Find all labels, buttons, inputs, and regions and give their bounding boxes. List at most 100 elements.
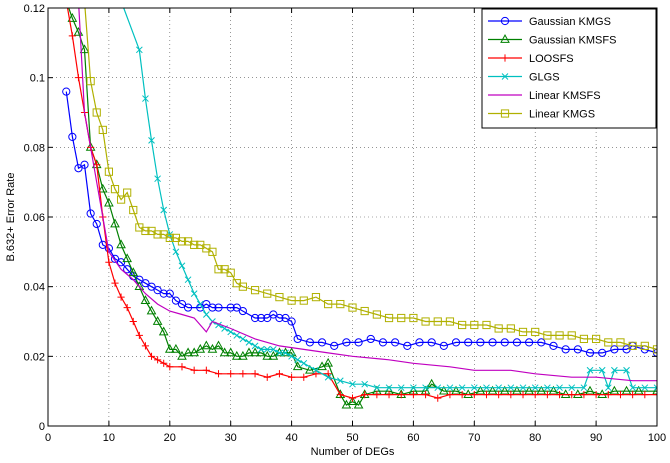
data-point-gaussian-kmgs xyxy=(238,306,247,316)
data-point-loosfs xyxy=(178,363,186,371)
data-point-glgs xyxy=(142,95,149,102)
y-tick-label: 0.04 xyxy=(24,282,45,294)
data-point-gaussian-kmgs xyxy=(116,258,126,267)
data-point-gaussian-kmgs xyxy=(439,341,448,350)
series-layer xyxy=(62,8,657,409)
data-point-loosfs xyxy=(166,363,174,371)
data-point-loosfs xyxy=(214,370,223,378)
data-point-glgs xyxy=(233,332,241,339)
data-point-loosfs xyxy=(74,74,83,82)
data-point-gaussian-kmsfs xyxy=(231,350,242,360)
data-point-glgs xyxy=(361,380,369,388)
data-point-linear-kmgs xyxy=(421,317,430,326)
data-point-loosfs xyxy=(409,391,417,399)
x-tick-label: 0 xyxy=(45,432,51,444)
data-point-linear-kmgs xyxy=(348,303,357,312)
data-point-loosfs xyxy=(495,391,503,399)
data-point-gaussian-kmsfs xyxy=(146,305,157,315)
data-point-glgs xyxy=(641,384,649,392)
data-point-gaussian-kmgs xyxy=(330,341,339,350)
data-point-loosfs xyxy=(275,370,284,378)
data-point-glgs xyxy=(623,366,630,374)
series-linear-kmsfs xyxy=(78,8,657,382)
data-point-gaussian-kmgs xyxy=(147,282,156,291)
x-tick-label: 50 xyxy=(346,432,358,444)
y-tick-label: 0.12 xyxy=(24,3,45,15)
data-point-linear-kmgs xyxy=(433,317,442,326)
series-line-linear-kmgs xyxy=(84,8,657,350)
data-point-loosfs xyxy=(397,391,405,399)
data-point-gaussian-kmgs xyxy=(92,219,101,229)
data-point-linear-kmgs xyxy=(263,289,272,298)
data-point-linear-kmgs xyxy=(98,125,107,135)
data-point-gaussian-kmsfs xyxy=(128,267,139,277)
data-point-glgs xyxy=(531,384,539,392)
data-point-gaussian-kmsfs xyxy=(256,347,266,357)
data-point-gaussian-kmsfs xyxy=(323,357,333,367)
y-tick-label: 0.1 xyxy=(30,73,45,85)
data-point-loosfs xyxy=(239,370,247,378)
data-point-loosfs xyxy=(123,303,131,312)
data-point-linear-kmgs xyxy=(592,334,601,344)
data-point-gaussian-kmgs xyxy=(263,313,272,323)
data-point-gaussian-kmgs xyxy=(610,345,619,354)
data-point-glgs xyxy=(519,384,527,392)
legend-item-gaussian-kmgs: Gaussian KMGS xyxy=(488,16,611,28)
data-point-gaussian-kmsfs xyxy=(201,340,212,350)
data-point-glgs xyxy=(629,384,636,392)
series-line-linear-kmsfs xyxy=(78,8,657,382)
data-point-gaussian-kmsfs xyxy=(353,399,364,409)
data-point-linear-kmgs xyxy=(384,313,394,323)
x-tick-label: 80 xyxy=(529,432,541,444)
data-point-loosfs xyxy=(93,161,101,169)
data-point-loosfs xyxy=(117,293,125,301)
series-line-glgs xyxy=(123,8,657,390)
data-point-glgs xyxy=(580,384,588,392)
data-point-linear-kmgs xyxy=(299,296,308,305)
data-point-glgs xyxy=(568,384,576,392)
data-point-linear-kmgs xyxy=(250,286,260,295)
legend-label-linear-kmgs: Linear KMGS xyxy=(529,109,595,121)
x-tick-label: 60 xyxy=(407,432,419,444)
data-point-loosfs xyxy=(348,394,357,402)
legend-item-linear-kmgs: Linear KMGS xyxy=(488,109,595,121)
data-point-glgs xyxy=(556,384,563,392)
data-point-loosfs xyxy=(434,394,442,402)
data-point-linear-kmgs xyxy=(604,338,613,347)
data-point-glgs xyxy=(251,342,259,350)
data-point-glgs xyxy=(294,356,302,364)
data-point-gaussian-kmsfs xyxy=(347,396,358,405)
data-point-glgs xyxy=(410,384,417,392)
data-point-linear-kmgs xyxy=(336,299,345,309)
data-point-gaussian-kmsfs xyxy=(134,281,145,291)
data-point-gaussian-kmsfs xyxy=(158,326,169,336)
data-point-loosfs xyxy=(482,391,491,399)
data-point-loosfs xyxy=(592,391,600,399)
data-point-gaussian-kmsfs xyxy=(116,239,126,249)
data-point-linear-kmgs xyxy=(86,77,95,86)
data-point-glgs xyxy=(202,311,210,318)
legend-label-glgs: GLGS xyxy=(529,72,560,84)
x-tick-label: 70 xyxy=(468,432,480,444)
x-tick-label: 100 xyxy=(648,432,666,444)
data-point-gaussian-kmgs xyxy=(500,338,509,347)
data-point-gaussian-kmsfs xyxy=(305,364,315,374)
data-point-glgs xyxy=(160,206,168,214)
data-point-linear-kmgs xyxy=(324,299,333,309)
data-point-glgs xyxy=(349,380,356,388)
data-point-loosfs xyxy=(507,391,515,399)
x-tick-label: 40 xyxy=(285,432,297,444)
data-point-loosfs xyxy=(629,391,637,399)
data-point-linear-kmgs xyxy=(482,320,491,330)
data-point-gaussian-kmgs xyxy=(208,303,217,312)
data-point-loosfs xyxy=(336,391,344,399)
data-point-linear-kmgs xyxy=(555,331,564,340)
data-point-linear-kmgs xyxy=(360,306,369,316)
data-point-linear-kmgs xyxy=(506,324,515,333)
ticks: 0 10 20 30 40 50 60 70 80 90 100 0 0.02 0.04 0.06 0.08 0… xyxy=(24,3,667,444)
data-point-glgs xyxy=(245,339,253,346)
data-point-linear-kmgs xyxy=(397,313,406,323)
data-point-gaussian-kmsfs xyxy=(426,378,437,388)
data-point-gaussian-kmsfs xyxy=(110,218,120,228)
